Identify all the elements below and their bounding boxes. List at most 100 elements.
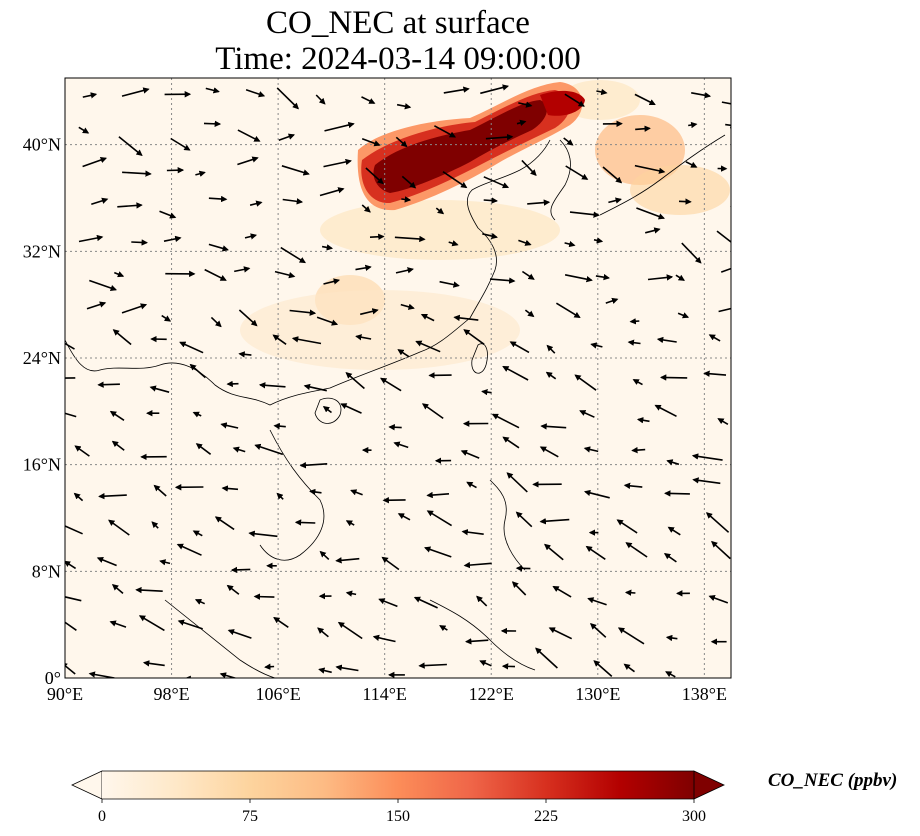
wind-arrow (234, 266, 251, 273)
wind-arrow (121, 303, 148, 314)
wind-arrow (511, 581, 527, 596)
wind-arrow (480, 84, 510, 95)
wind-arrow (583, 446, 599, 453)
wind-arrow (135, 586, 163, 594)
wind-arrow (636, 207, 665, 220)
wind-arrow (214, 516, 235, 531)
wind-arrow (86, 301, 107, 310)
plume-core (540, 90, 585, 116)
wind-arrow (521, 270, 535, 280)
wind-arrow (569, 211, 600, 218)
wind-arrow (208, 195, 228, 203)
wind-arrow (74, 445, 90, 457)
wind-arrow (688, 121, 698, 129)
wind-arrow (264, 663, 275, 670)
colorbar-title: CO_NEC (ppbv) (768, 770, 898, 791)
wind-arrow (579, 410, 595, 418)
wind-arrow (716, 230, 731, 243)
wind-arrow (664, 490, 690, 497)
wind-arrow (401, 175, 417, 189)
wind-arrow (227, 629, 252, 639)
wind-arrow (65, 560, 77, 570)
wind-arrow (122, 170, 152, 177)
wind-arrow (564, 274, 593, 283)
colorbar-max-extension (693, 770, 725, 800)
wind-arrow (420, 313, 435, 322)
wind-arrow (527, 199, 551, 206)
wind-arrow (345, 590, 357, 597)
wind-arrow (548, 627, 573, 640)
wind-arrow (316, 316, 339, 326)
wind-arrow (372, 634, 396, 643)
wind-arrow (82, 92, 98, 99)
wind-arrow (195, 170, 206, 177)
haze-region (630, 165, 730, 215)
wind-arrow (355, 264, 372, 272)
wind-arrow (632, 379, 643, 386)
colorbar-tick-label: 225 (534, 808, 558, 825)
wind-arrow (335, 664, 359, 672)
longitude-tick-labels: 90°E 98°E 106°E 114°E 122°E 130°E 138°E (47, 684, 727, 704)
coastline-china (65, 139, 551, 406)
wind-arrow (323, 158, 352, 168)
wind-arrow (678, 198, 692, 205)
wind-arrow (361, 137, 381, 147)
wind-arrow (97, 381, 120, 388)
wind-arrow (506, 472, 528, 493)
lat-tick-label: 32°N (23, 241, 61, 261)
wind-arrow (112, 329, 132, 346)
wind-arrow (179, 341, 204, 354)
wind-arrow (413, 596, 438, 609)
wind-arrow (220, 422, 239, 429)
wind-arrow (317, 627, 329, 638)
wind-arrow (291, 336, 322, 345)
wind-arrow (82, 156, 108, 168)
wind-arrow (88, 671, 115, 678)
wind-arrow (659, 374, 688, 381)
wind-arrow (718, 307, 731, 313)
wind-arrow (319, 550, 330, 560)
wind-arrow (426, 491, 450, 499)
haze-region (320, 200, 560, 260)
wind-arrow (518, 239, 532, 246)
wind-arrow (388, 424, 402, 431)
wind-arrow (161, 314, 172, 322)
wind-arrow (238, 351, 252, 358)
wind-arrow (276, 87, 300, 110)
wind-arrow (593, 237, 604, 244)
wind-arrow (426, 510, 453, 527)
wind-arrow (381, 556, 400, 571)
wind-arrow (210, 316, 222, 328)
wind-arrow (654, 404, 677, 418)
colorbar-gradient (102, 771, 694, 799)
wind-arrow (111, 440, 125, 451)
wind-arrow (691, 92, 712, 99)
wind-arrow (717, 418, 729, 425)
wind-arrow (546, 344, 556, 354)
wind-arrow (439, 625, 448, 632)
wind-arrow (502, 365, 529, 381)
wind-arrow (65, 342, 75, 350)
wind-arrow (273, 616, 289, 628)
wind-arrow (189, 363, 206, 379)
wind-arrow (78, 126, 90, 134)
wind-arrow (65, 621, 77, 631)
wind-arrow (360, 308, 379, 316)
wind-arrow (253, 593, 275, 600)
wind-arrow (153, 484, 167, 497)
wind-arrow (590, 342, 603, 349)
wind-arrow (249, 200, 263, 207)
wind-arrow (91, 197, 109, 206)
wind-arrow (163, 235, 182, 243)
wind-arrow (281, 165, 310, 176)
wind-arrow (466, 481, 477, 489)
wind-arrow (677, 312, 690, 319)
wind-arrow (708, 595, 729, 604)
wind-arrow (345, 520, 355, 527)
wind-arrow (299, 462, 328, 469)
wind-arrow (625, 542, 648, 558)
wind-arrow (634, 93, 656, 106)
wind-arrow (509, 341, 530, 354)
lon-tick-label: 90°E (47, 684, 83, 704)
wind-arrow (278, 133, 296, 141)
